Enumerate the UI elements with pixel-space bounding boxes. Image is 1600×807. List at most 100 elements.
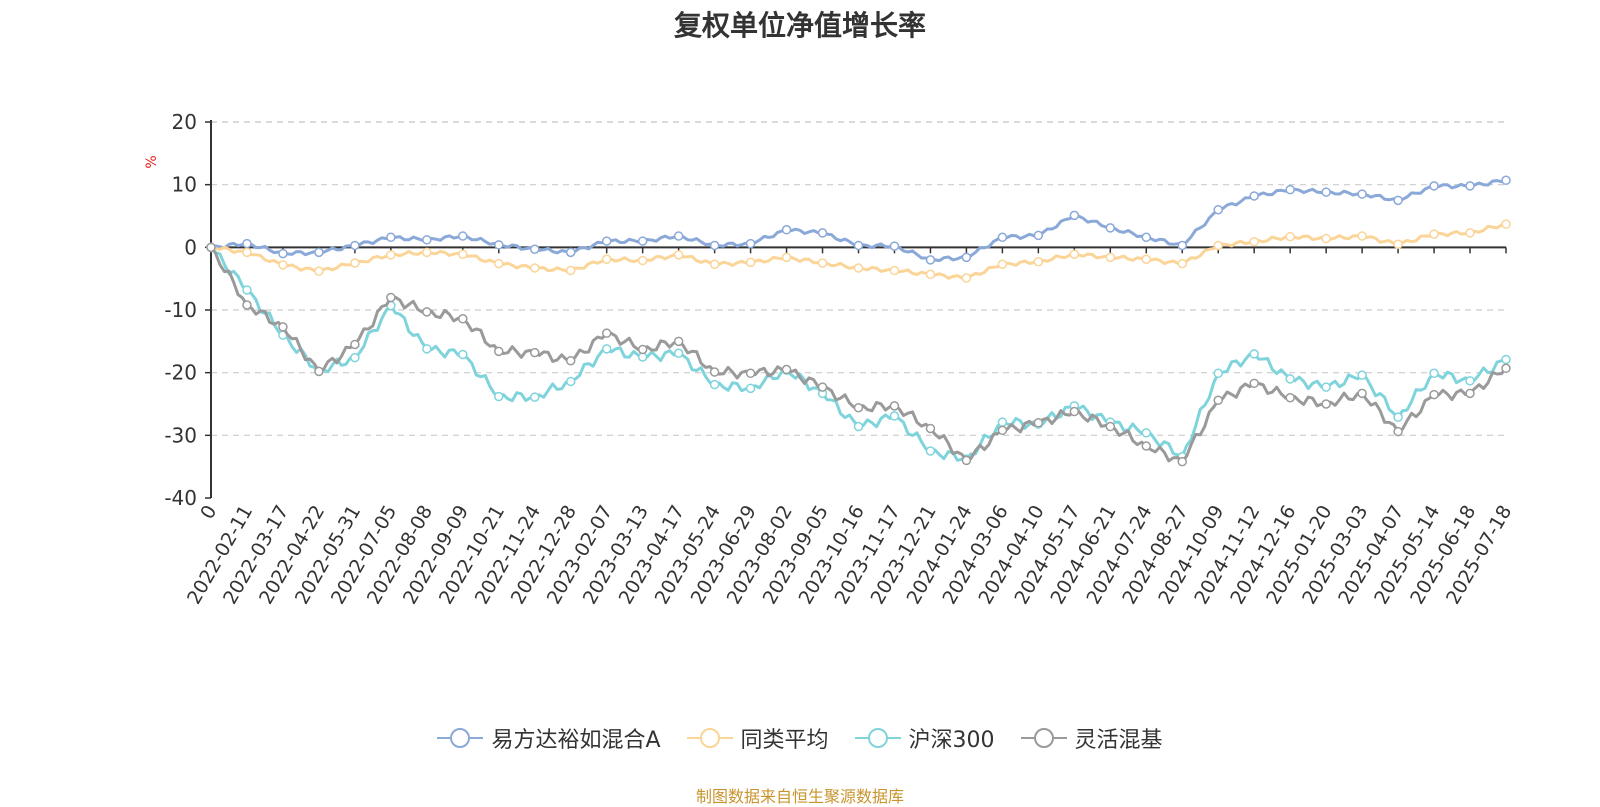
data-point [1321, 233, 1331, 244]
data-point [637, 236, 648, 246]
data-point [1141, 441, 1152, 451]
legend-marker-icon [686, 728, 733, 748]
data-point [278, 260, 288, 270]
data-point [1285, 184, 1295, 195]
data-point [1429, 229, 1439, 239]
data-point [1105, 421, 1116, 432]
x-tick-labels: 02022-02-112022-03-172022-04-222022-05-3… [183, 502, 1516, 609]
data-point [458, 231, 468, 241]
data-point [997, 417, 1008, 427]
data-point [386, 292, 396, 303]
y-tick-label: -20 [164, 361, 197, 385]
data-point [350, 352, 360, 363]
y-tick-labels: 20 10 0 -10 -20 -30 -40 [164, 110, 211, 510]
data-point [673, 336, 684, 347]
data-point [1069, 406, 1080, 417]
y-tick-label: -40 [164, 486, 197, 510]
data-point [601, 236, 612, 246]
data-point [386, 232, 396, 243]
data-point [889, 241, 900, 251]
data-point [925, 269, 936, 280]
data-point [530, 347, 540, 358]
data-point [889, 411, 900, 421]
data-point [1141, 232, 1152, 243]
data-point [1213, 204, 1223, 215]
chart-title: 复权单位净值增长率 [673, 9, 926, 42]
data-point [1285, 392, 1295, 403]
data-point [242, 247, 252, 258]
data-point [781, 364, 792, 375]
data-point [673, 231, 684, 241]
data-point [1357, 370, 1367, 380]
data-point [745, 257, 756, 268]
data-point [530, 263, 540, 273]
legend: 易方达裕如混合A 同类平均 沪深300 灵活混基 [0, 722, 1600, 754]
data-point [350, 339, 360, 350]
data-point [1465, 228, 1475, 238]
data-point [1105, 252, 1116, 263]
data-point [997, 259, 1008, 270]
legend-item[interactable]: 灵活混基 [1020, 722, 1163, 754]
data-point [709, 379, 720, 390]
data-point [1393, 195, 1403, 206]
data-point [853, 263, 864, 273]
data-point [601, 254, 612, 264]
data-point [565, 376, 576, 387]
data-point [1177, 240, 1187, 251]
data-point [961, 273, 972, 283]
data-point [278, 322, 288, 332]
y-tick-label: -30 [164, 423, 197, 447]
data-point [1033, 230, 1044, 241]
data-point [1249, 236, 1259, 247]
data-point [422, 307, 432, 317]
data-point [1429, 368, 1439, 379]
data-point [314, 266, 324, 276]
legend-item[interactable]: 沪深300 [854, 722, 995, 754]
data-point [314, 247, 324, 258]
data-point [961, 455, 972, 466]
y-tick-label: 10 [172, 173, 197, 197]
data-point [458, 349, 468, 360]
data-point [458, 314, 468, 324]
data-point [997, 425, 1008, 436]
data-point [781, 252, 792, 263]
data-point [1033, 418, 1044, 428]
data-point [853, 240, 864, 251]
data-point [565, 356, 576, 366]
data-point [1465, 388, 1475, 399]
data-point [601, 344, 612, 354]
data-point [422, 344, 432, 354]
data-point [1501, 363, 1511, 374]
y-tick-label: -10 [164, 298, 197, 322]
data-point [565, 265, 576, 276]
data-point [673, 250, 684, 260]
legend-label: 同类平均 [740, 728, 829, 753]
data-point [637, 255, 648, 266]
data-point [1249, 378, 1259, 389]
data-point [530, 392, 540, 402]
data-point [1213, 395, 1223, 405]
data-point [1321, 399, 1331, 409]
data-point [853, 421, 864, 432]
data-point [709, 367, 720, 377]
data-point [1213, 240, 1223, 251]
legend-item[interactable]: 同类平均 [686, 722, 829, 754]
data-point [925, 423, 936, 434]
legend-item[interactable]: 易方达裕如混合A [437, 722, 661, 754]
data-point [314, 366, 324, 377]
data-point [1501, 175, 1511, 186]
data-point [709, 240, 720, 251]
data-point [781, 225, 792, 235]
data-point [673, 348, 684, 358]
data-point [817, 228, 828, 238]
data-point [1177, 258, 1187, 269]
data-point [1357, 231, 1367, 241]
data-point [1321, 382, 1331, 392]
data-point [494, 391, 504, 402]
data-point [1465, 181, 1475, 191]
data-point [1501, 219, 1511, 229]
data-point [1429, 389, 1439, 400]
data-point [925, 255, 936, 265]
legend-label: 易方达裕如混合A [491, 728, 661, 753]
